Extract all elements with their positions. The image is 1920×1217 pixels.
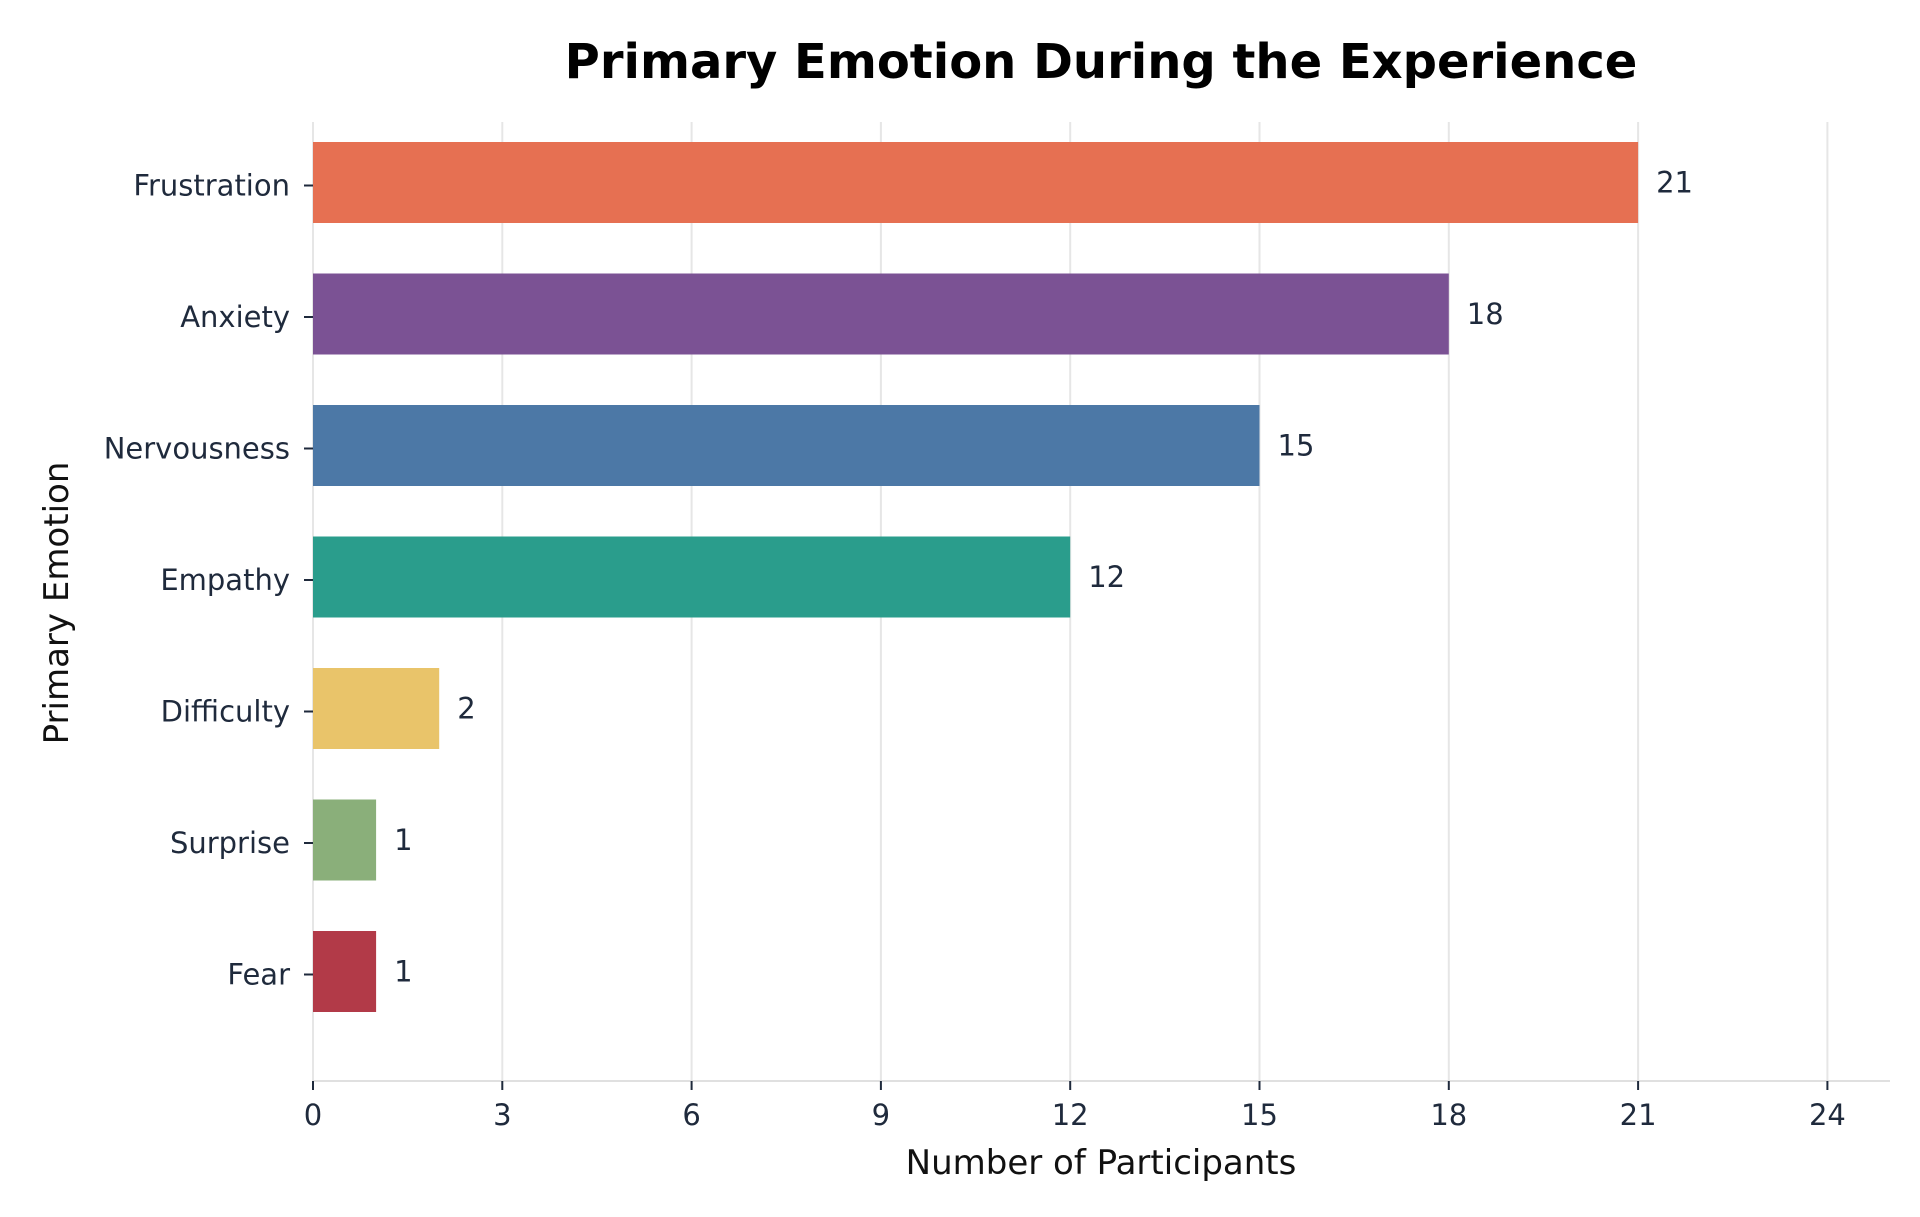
data-label: 1 [394, 823, 412, 857]
x-axis-label: Number of Participants [906, 1143, 1297, 1183]
x-tick-label: 21 [1620, 1098, 1657, 1132]
y-ticks: Frustration Anxiety Nervousness Empathy Diff… [104, 169, 313, 992]
bar [313, 931, 377, 1012]
y-tick-label: Fear [227, 958, 290, 992]
data-label: 21 [1656, 166, 1693, 200]
data-label: 1 [394, 955, 412, 989]
y-tick-label: Nervousness [104, 432, 290, 466]
y-tick-label: Frustration [133, 169, 290, 203]
x-tick-label: 24 [1809, 1098, 1846, 1132]
chart-title: Primary Emotion During the Experience [565, 34, 1638, 90]
x-ticks: 0 3 6 9 12 15 18 21 24 [304, 1081, 1846, 1132]
y-tick-label: Difficulty [161, 695, 290, 729]
x-tick-label: 6 [682, 1098, 700, 1132]
bar [313, 273, 1449, 355]
y-axis-label: Primary Emotion [37, 462, 77, 745]
bar [313, 405, 1260, 486]
x-tick-label: 0 [304, 1098, 322, 1132]
bar [313, 799, 377, 881]
x-tick-label: 12 [1052, 1098, 1089, 1132]
x-tick-label: 3 [493, 1098, 511, 1132]
data-label: 2 [457, 692, 475, 726]
y-tick-label: Anxiety [180, 300, 290, 334]
data-label: 15 [1278, 429, 1315, 463]
data-label: 18 [1467, 297, 1504, 331]
y-tick-label: Surprise [170, 826, 290, 860]
data-label: 12 [1088, 560, 1125, 594]
x-tick-label: 15 [1241, 1098, 1278, 1132]
x-tick-label: 9 [872, 1098, 890, 1132]
y-tick-label: Empathy [160, 563, 290, 597]
bar [313, 142, 1639, 223]
x-tick-label: 18 [1430, 1098, 1467, 1132]
bar [313, 536, 1071, 618]
bar [313, 668, 440, 749]
